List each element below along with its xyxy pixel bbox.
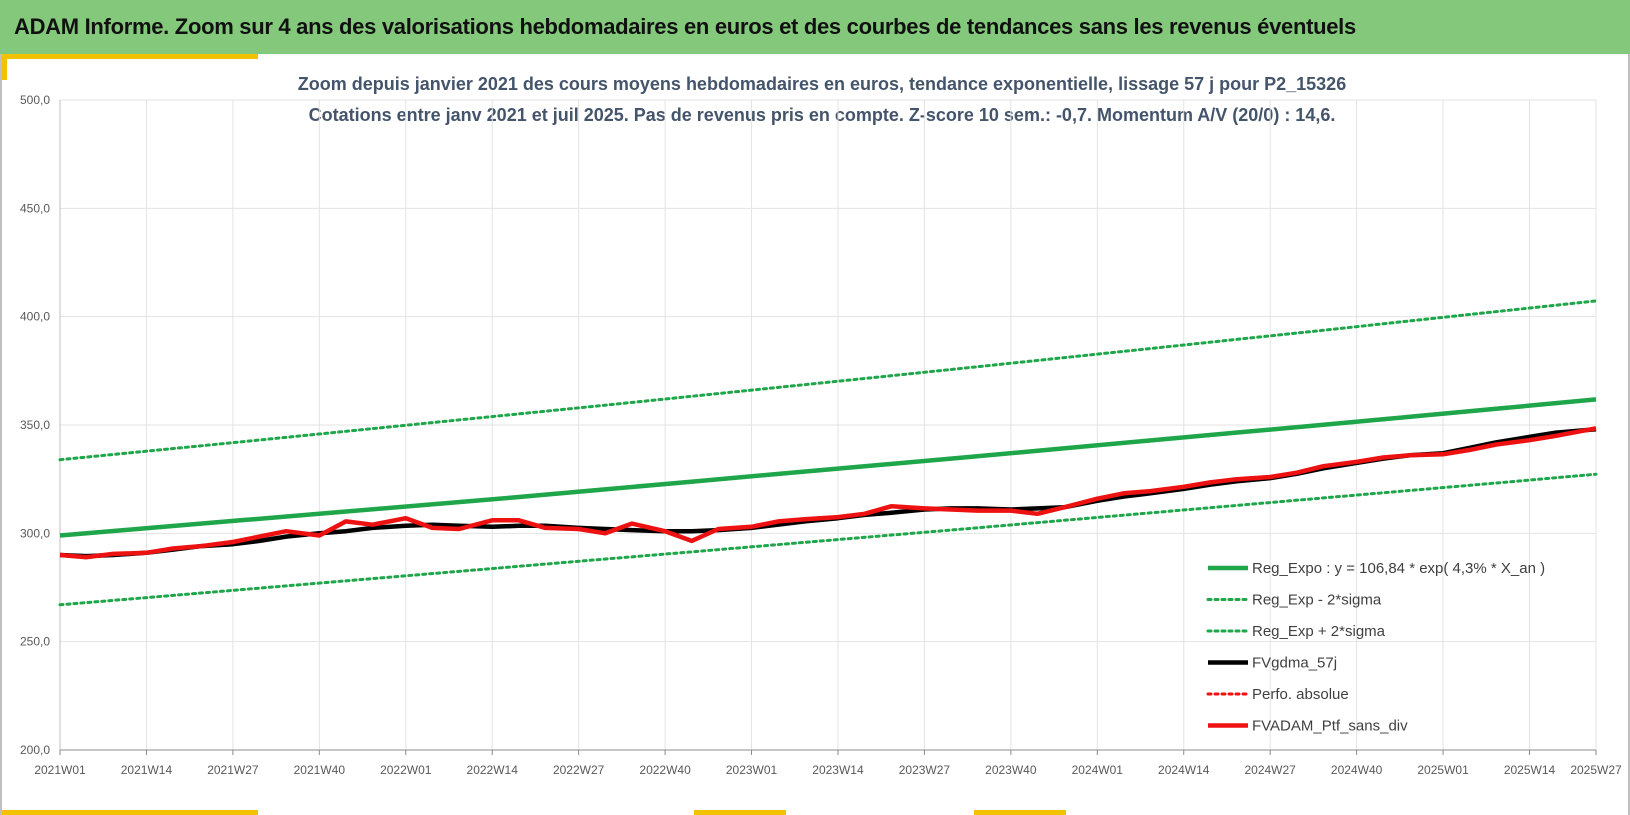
x-tick-label: 2024W01 <box>1072 763 1124 777</box>
accent-bar-bottom-center <box>694 810 786 815</box>
series-line-2 <box>58 299 1598 462</box>
x-tick-label: 2022W14 <box>467 763 519 777</box>
x-tick-label: 2022W27 <box>553 763 605 777</box>
y-tick-label: 400,0 <box>20 310 50 324</box>
grid-lines <box>59 99 1597 751</box>
accent-bar-bottom-right <box>974 810 1066 815</box>
accent-bar-top-left <box>2 54 258 59</box>
axes: 200,0 250,0 300,0 350,0 400,0 450,0 500,0 2021W… <box>20 93 1622 777</box>
y-tick-label: 300,0 <box>20 526 50 540</box>
y-tick-label: 500,0 <box>20 93 50 107</box>
x-tick-label: 2021W40 <box>294 763 346 777</box>
x-tick-label: 2022W40 <box>639 763 691 777</box>
x-tick-label: 2023W40 <box>985 763 1037 777</box>
x-tick-label: 2025W01 <box>1417 763 1469 777</box>
legend-label-2: Reg_Exp + 2*sigma <box>1252 623 1386 640</box>
series-line-3 <box>59 427 1597 559</box>
y-tick-label: 350,0 <box>20 418 50 432</box>
x-tick-label: 2023W27 <box>899 763 951 777</box>
legend-label-3: FVgdma_57j <box>1252 655 1337 672</box>
y-tick-label: 200,0 <box>20 743 50 757</box>
series-lines <box>58 299 1598 607</box>
page-title: ADAM Informe. Zoom sur 4 ans des valoris… <box>14 14 1356 39</box>
x-tick-label: 2025W14 <box>1504 763 1556 777</box>
legend-label-1: Reg_Exp - 2*sigma <box>1252 592 1382 609</box>
series-line-5 <box>59 426 1597 560</box>
x-tick-label: 2022W01 <box>380 763 432 777</box>
x-tick-label: 2024W27 <box>1244 763 1296 777</box>
x-tick-label: 2021W01 <box>34 763 86 777</box>
legend-label-0: Reg_Expo : y = 106,84 * exp( 4,3% * X_an… <box>1252 560 1545 577</box>
accent-bar-bottom-left <box>2 810 258 815</box>
legend: Reg_Expo : y = 106,84 * exp( 4,3% * X_an… <box>1206 560 1545 735</box>
x-tick-label: 2021W14 <box>121 763 173 777</box>
chart-title: Zoom depuis janvier 2021 des cours moyen… <box>298 74 1346 94</box>
x-tick-label: 2025W27 <box>1570 763 1622 777</box>
chart-frame <box>0 54 1630 815</box>
series-line-0 <box>59 397 1597 538</box>
x-tick-label: 2021W27 <box>207 763 259 777</box>
y-tick-label: 250,0 <box>20 635 50 649</box>
legend-label-4: Perfo. absolue <box>1252 686 1349 703</box>
header-bar: ADAM Informe. Zoom sur 4 ans des valoris… <box>0 0 1630 54</box>
accent-bar-top-left-vertical <box>2 54 7 80</box>
y-tick-label: 450,0 <box>20 201 50 215</box>
series-line-1 <box>58 472 1598 607</box>
chart-subtitle: Cotations entre janv 2021 et juil 2025. … <box>309 105 1336 125</box>
legend-label-5: FVADAM_Ptf_sans_div <box>1252 718 1408 735</box>
x-tick-label: 2024W40 <box>1331 763 1383 777</box>
x-tick-label: 2023W14 <box>812 763 864 777</box>
x-tick-label: 2023W01 <box>726 763 778 777</box>
x-tick-label: 2024W14 <box>1158 763 1210 777</box>
